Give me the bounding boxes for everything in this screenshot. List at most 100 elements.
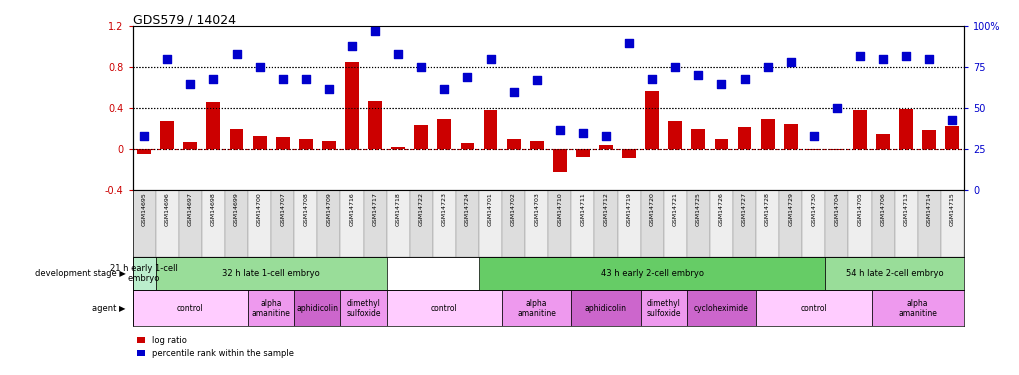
Text: control: control: [800, 304, 826, 313]
Bar: [806, 149, 820, 150]
Text: agent ▶: agent ▶: [92, 304, 125, 313]
Text: GSM14705: GSM14705: [857, 192, 862, 226]
Bar: [414, 125, 428, 149]
Text: GSM14724: GSM14724: [465, 192, 470, 226]
Text: alpha
amanitine: alpha amanitine: [252, 298, 290, 318]
Text: GSM14699: GSM14699: [233, 192, 238, 226]
Bar: [622, 149, 636, 158]
Bar: [640, 290, 686, 326]
Bar: [386, 190, 410, 257]
Point: [574, 130, 590, 136]
Bar: [506, 139, 520, 149]
Bar: [709, 190, 733, 257]
Point: [228, 51, 245, 57]
Text: GSM14703: GSM14703: [534, 192, 539, 226]
Bar: [645, 91, 658, 149]
Point: [298, 76, 314, 82]
Bar: [525, 190, 548, 257]
Text: dimethyl
sulfoxide: dimethyl sulfoxide: [646, 298, 681, 318]
Point: [505, 89, 522, 95]
Point: [827, 105, 844, 111]
Text: GSM14723: GSM14723: [441, 192, 446, 226]
Bar: [248, 190, 271, 257]
Text: GSM14713: GSM14713: [903, 192, 908, 226]
Bar: [921, 130, 935, 149]
Text: GSM14701: GSM14701: [487, 192, 492, 226]
Text: GSM14719: GSM14719: [626, 192, 631, 226]
Bar: [571, 290, 640, 326]
Point: [252, 64, 268, 70]
Bar: [391, 147, 405, 149]
Text: GSM14716: GSM14716: [350, 192, 355, 226]
Point: [621, 40, 637, 46]
Text: GSM14728: GSM14728: [764, 192, 769, 226]
Bar: [686, 290, 755, 326]
Text: cycloheximide: cycloheximide: [693, 304, 748, 313]
Bar: [479, 257, 824, 290]
Point: [413, 64, 429, 70]
Text: GSM14714: GSM14714: [926, 192, 930, 226]
Bar: [686, 190, 709, 257]
Bar: [293, 190, 317, 257]
Text: dimethyl
sulfoxide: dimethyl sulfoxide: [345, 298, 380, 318]
Bar: [779, 190, 802, 257]
Legend: log ratio, percentile rank within the sample: log ratio, percentile rank within the sa…: [137, 336, 293, 358]
Text: GSM14696: GSM14696: [165, 192, 169, 226]
Text: GSM14707: GSM14707: [280, 192, 285, 226]
Text: GSM14725: GSM14725: [695, 192, 700, 226]
Bar: [455, 190, 479, 257]
Point: [690, 72, 706, 78]
Text: GSM14695: GSM14695: [142, 192, 147, 226]
Text: GSM14697: GSM14697: [187, 192, 193, 226]
Point: [159, 56, 175, 62]
Bar: [293, 290, 340, 326]
Bar: [755, 190, 779, 257]
Bar: [340, 190, 363, 257]
Text: GSM14718: GSM14718: [395, 192, 400, 226]
Text: GSM14726: GSM14726: [718, 192, 723, 226]
Bar: [848, 190, 870, 257]
Bar: [917, 190, 940, 257]
Text: GSM14727: GSM14727: [741, 192, 746, 226]
Text: aphidicolin: aphidicolin: [297, 304, 338, 313]
Bar: [206, 102, 220, 149]
Point: [136, 133, 152, 139]
Point: [712, 81, 729, 87]
Text: GSM14721: GSM14721: [673, 192, 677, 226]
Point: [897, 53, 913, 59]
Point: [343, 43, 360, 49]
Point: [759, 64, 775, 70]
Bar: [410, 190, 432, 257]
Bar: [691, 129, 704, 149]
Text: 43 h early 2-cell embryo: 43 h early 2-cell embryo: [600, 269, 703, 278]
Bar: [870, 290, 963, 326]
Point: [736, 76, 752, 82]
Bar: [870, 190, 894, 257]
Bar: [667, 121, 682, 149]
Bar: [824, 190, 848, 257]
Bar: [183, 142, 197, 149]
Bar: [460, 143, 474, 149]
Point: [367, 28, 383, 34]
Point: [459, 74, 475, 80]
Text: alpha
amanitine: alpha amanitine: [898, 298, 936, 318]
Bar: [225, 190, 248, 257]
Bar: [852, 110, 866, 149]
Text: control: control: [431, 304, 458, 313]
Point: [874, 56, 891, 62]
Point: [389, 51, 406, 57]
Point: [944, 117, 960, 123]
Point: [436, 86, 452, 92]
Bar: [802, 190, 824, 257]
Bar: [760, 118, 773, 149]
Point: [920, 56, 936, 62]
Text: GSM14715: GSM14715: [949, 192, 954, 226]
Text: 32 h late 1-cell embryo: 32 h late 1-cell embryo: [222, 269, 320, 278]
Text: GDS579 / 14024: GDS579 / 14024: [132, 13, 235, 26]
Point: [666, 64, 683, 70]
Point: [851, 53, 867, 59]
Bar: [160, 121, 174, 149]
Text: GSM14700: GSM14700: [257, 192, 262, 226]
Bar: [501, 190, 525, 257]
Bar: [156, 190, 178, 257]
